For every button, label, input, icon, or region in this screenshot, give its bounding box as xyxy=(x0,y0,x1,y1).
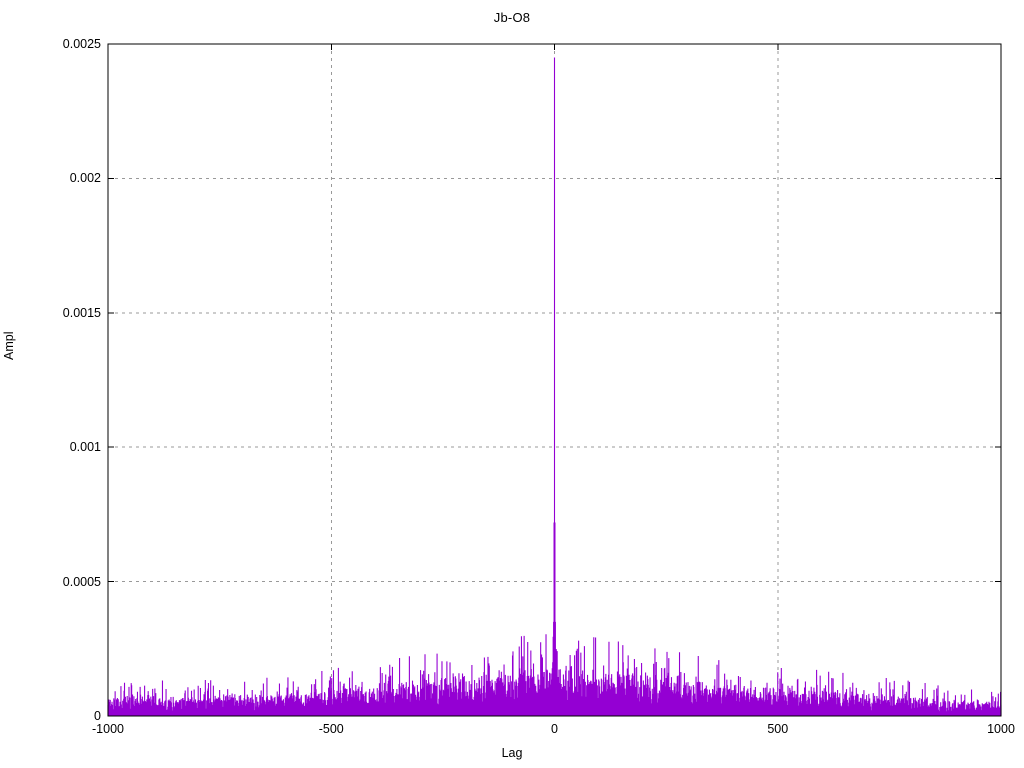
data-series-ampl xyxy=(107,57,1002,716)
x-tick-label: 1000 xyxy=(987,722,1015,736)
x-tick-label: -1000 xyxy=(92,722,124,736)
y-tick-label: 0.0015 xyxy=(62,305,101,320)
y-tick-label: 0.001 xyxy=(69,440,101,455)
x-tick-label: 0 xyxy=(551,722,558,736)
y-tick-label: 0.002 xyxy=(69,171,101,186)
y-tick-label: 0.0025 xyxy=(62,37,101,51)
plot-frame xyxy=(107,43,1002,717)
x-axis-label: Lag xyxy=(501,746,523,760)
y-tick-label: 0.0005 xyxy=(62,574,101,589)
y-tick-label: 0 xyxy=(94,709,101,723)
x-tick-label: 500 xyxy=(767,722,789,736)
x-tick-label: -500 xyxy=(318,722,344,736)
chart-title: Jb-O8 xyxy=(493,10,531,25)
